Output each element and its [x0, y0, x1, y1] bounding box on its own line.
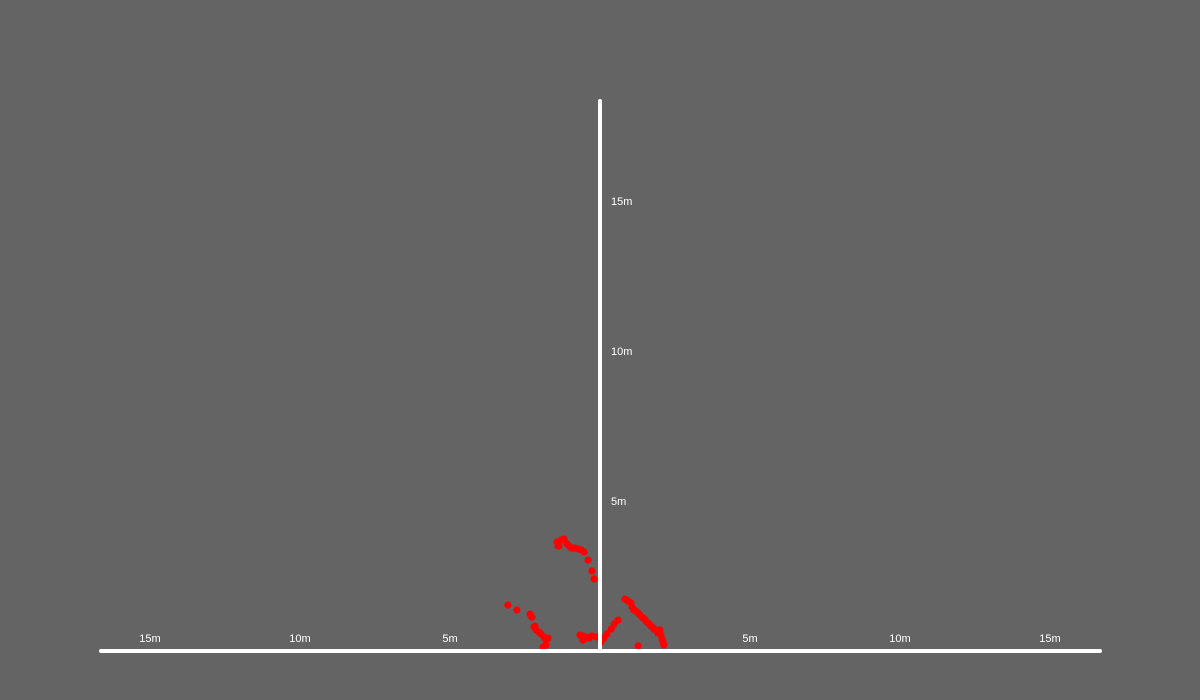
y-tick-labels: 5m 10m 15m — [611, 196, 632, 508]
x-tick-label: 10m — [889, 633, 910, 645]
data-point — [588, 567, 596, 575]
data-point — [634, 642, 642, 650]
data-point — [660, 641, 668, 649]
x-tick-label: 15m — [139, 633, 160, 645]
data-point — [654, 629, 662, 637]
x-tick-label: 5m — [742, 633, 757, 645]
data-point — [528, 613, 536, 621]
data-point — [580, 548, 588, 556]
data-point — [544, 634, 552, 642]
x-tick-label: 5m — [442, 633, 457, 645]
data-point — [614, 616, 622, 624]
data-point — [539, 643, 547, 651]
y-tick-label: 5m — [611, 496, 626, 508]
data-point — [592, 633, 600, 641]
x-tick-labels: 15m 10m 5m 5m 10m 15m — [139, 633, 1060, 645]
data-point — [530, 623, 538, 631]
y-tick-label: 10m — [611, 346, 632, 358]
scatter-points — [504, 535, 668, 651]
data-point — [504, 601, 512, 609]
x-tick-label: 10m — [289, 633, 310, 645]
data-point — [554, 542, 562, 550]
data-point — [579, 632, 587, 640]
data-point — [584, 556, 592, 564]
x-tick-label: 15m — [1039, 633, 1060, 645]
data-point — [513, 606, 521, 614]
data-point — [603, 630, 611, 638]
data-point — [590, 575, 598, 583]
y-tick-label: 15m — [611, 196, 632, 208]
